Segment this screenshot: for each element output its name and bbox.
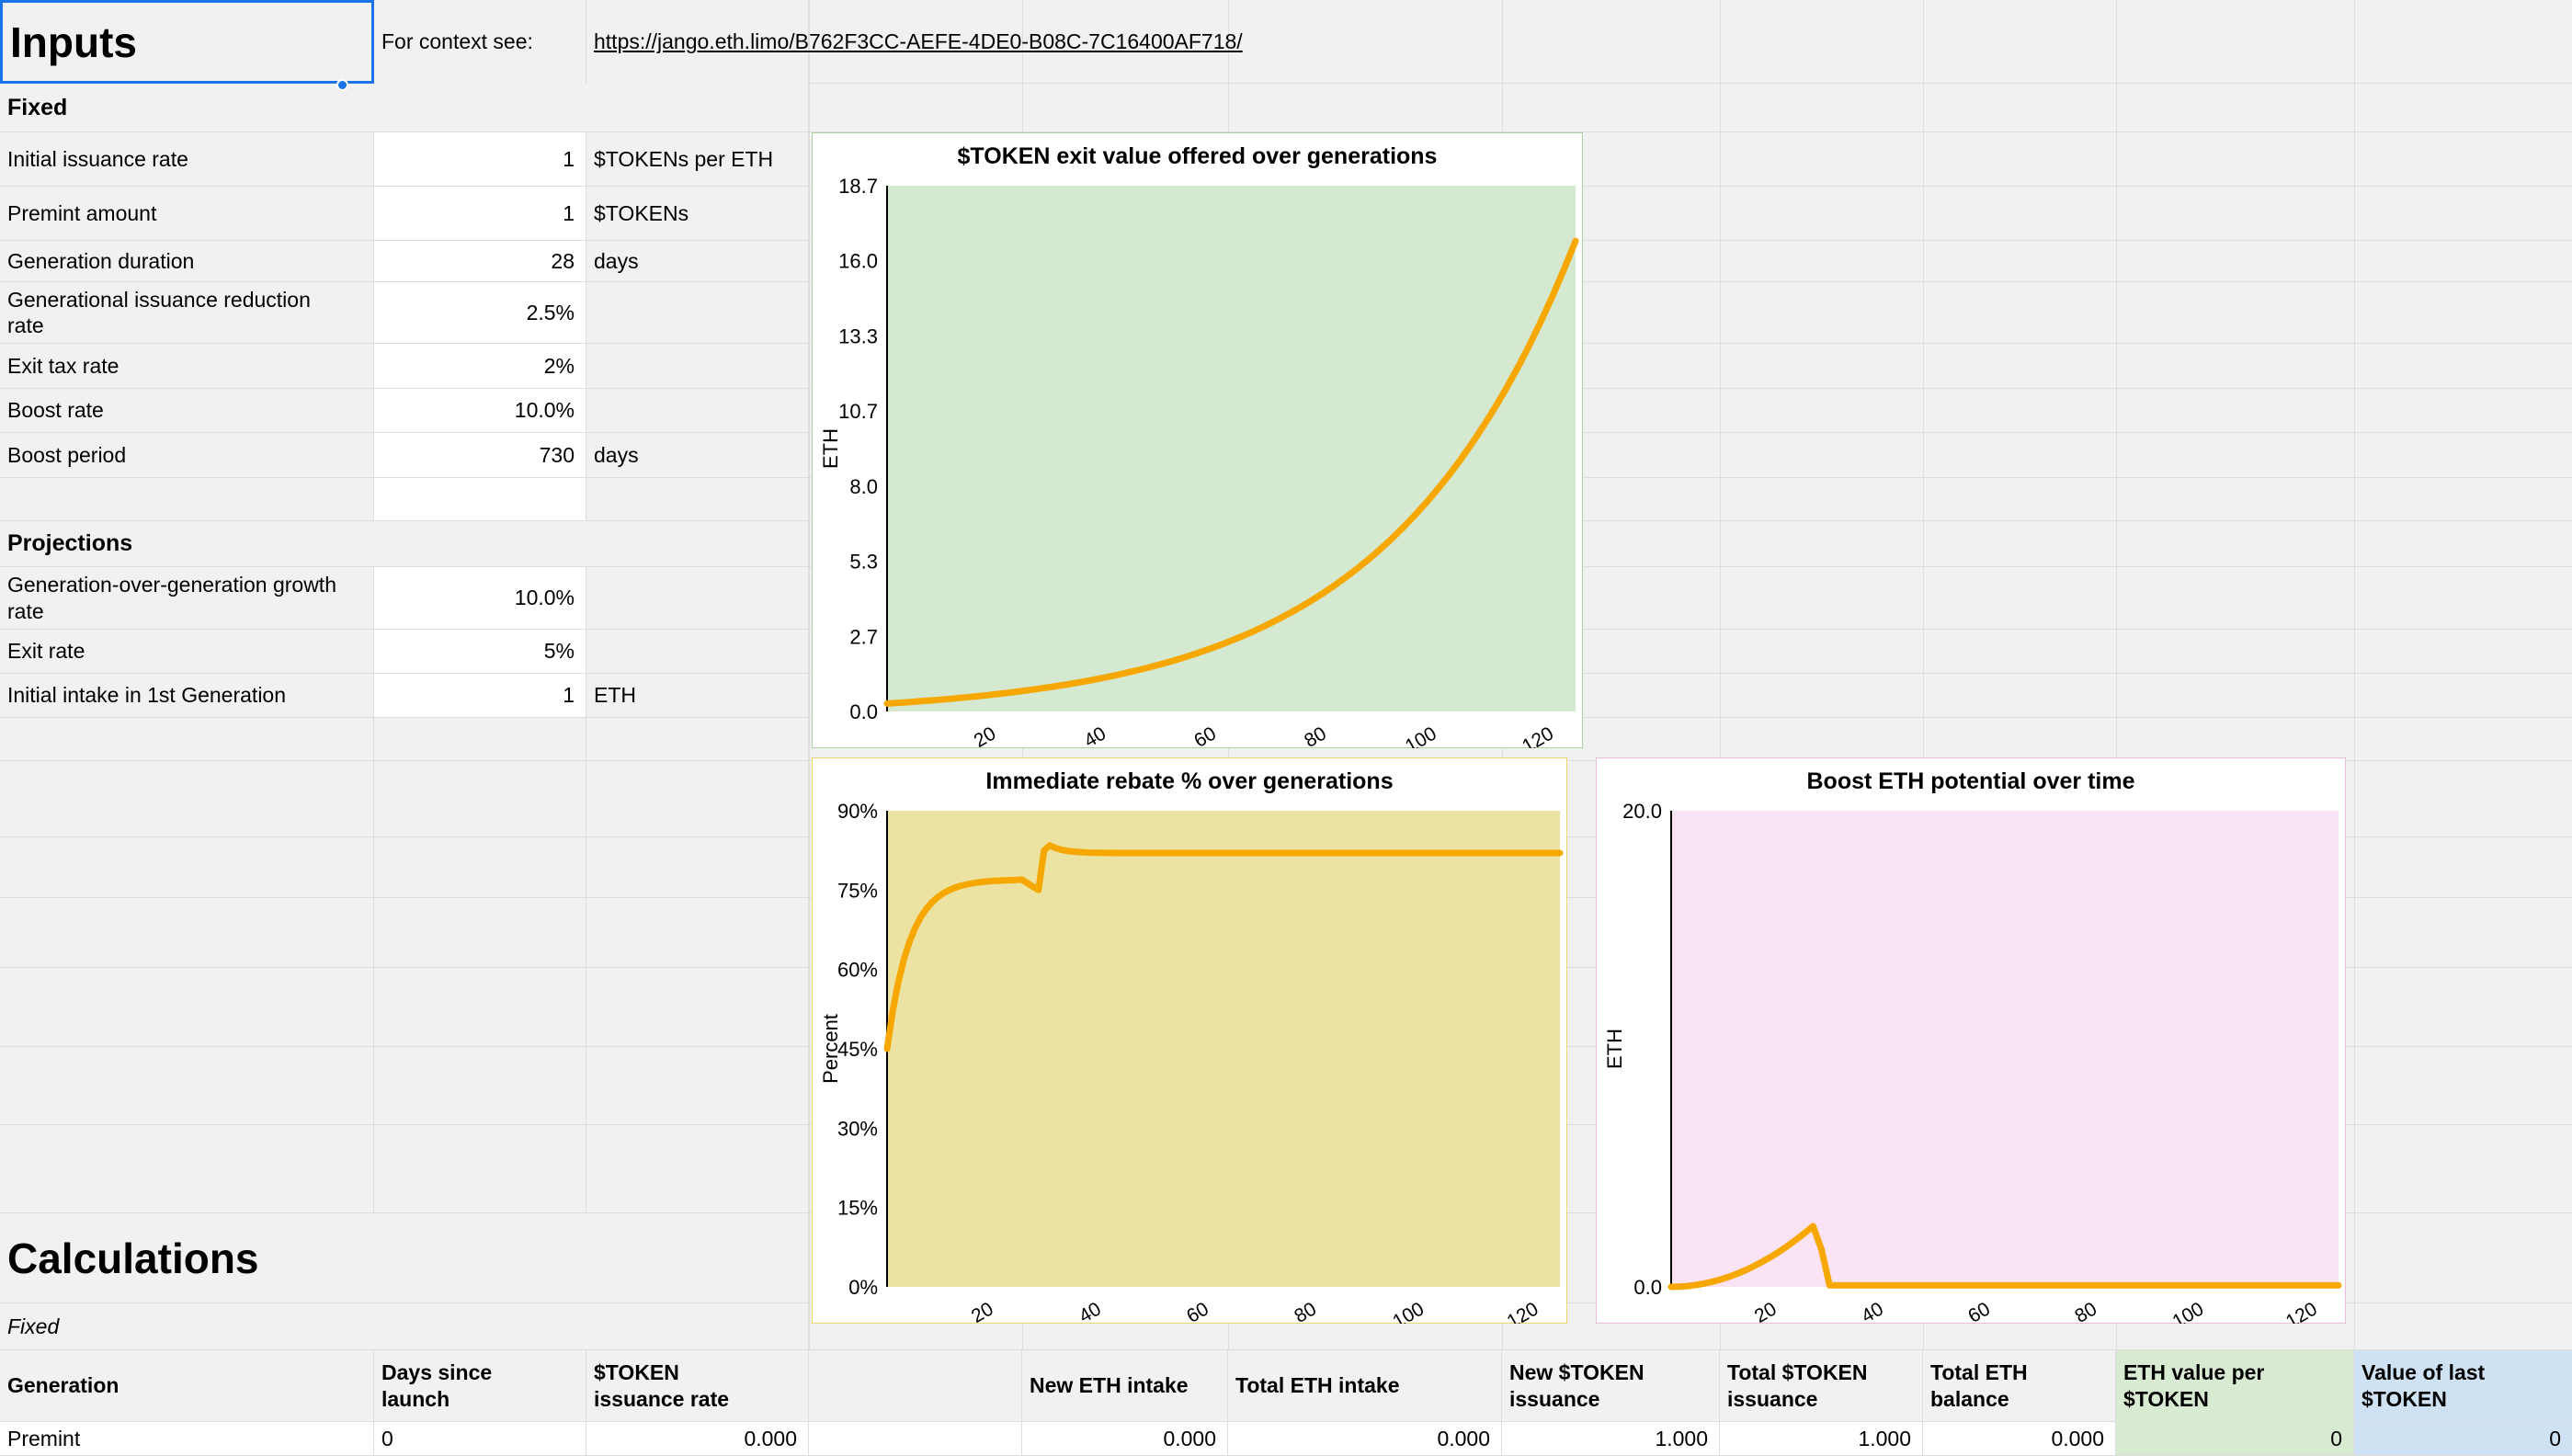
svg-text:ETH: ETH	[819, 428, 842, 469]
svg-text:0.0: 0.0	[849, 700, 878, 723]
svg-text:Boost ETH potential over time: Boost ETH potential over time	[1807, 768, 2135, 794]
svg-text:8.0: 8.0	[849, 475, 878, 498]
svg-text:60%: 60%	[837, 959, 878, 982]
svg-text:$TOKEN exit value offered over: $TOKEN exit value offered over generatio…	[958, 143, 1438, 169]
svg-text:10.7: 10.7	[838, 400, 878, 423]
svg-text:13.3: 13.3	[838, 324, 878, 347]
svg-text:30%: 30%	[837, 1117, 878, 1140]
svg-text:0%: 0%	[848, 1276, 878, 1299]
svg-text:18.7: 18.7	[838, 175, 878, 198]
svg-text:20.0: 20.0	[1622, 800, 1662, 823]
svg-text:15%: 15%	[837, 1197, 878, 1220]
svg-text:2.7: 2.7	[849, 625, 878, 648]
svg-text:75%: 75%	[837, 879, 878, 902]
svg-text:16.0: 16.0	[838, 250, 878, 273]
svg-text:90%: 90%	[837, 800, 878, 823]
svg-text:Immediate rebate % over genera: Immediate rebate % over generations	[985, 768, 1393, 794]
svg-text:5.3: 5.3	[849, 551, 878, 574]
svg-text:ETH: ETH	[1603, 1029, 1626, 1069]
svg-text:0.0: 0.0	[1633, 1276, 1662, 1299]
svg-text:45%: 45%	[837, 1038, 878, 1061]
